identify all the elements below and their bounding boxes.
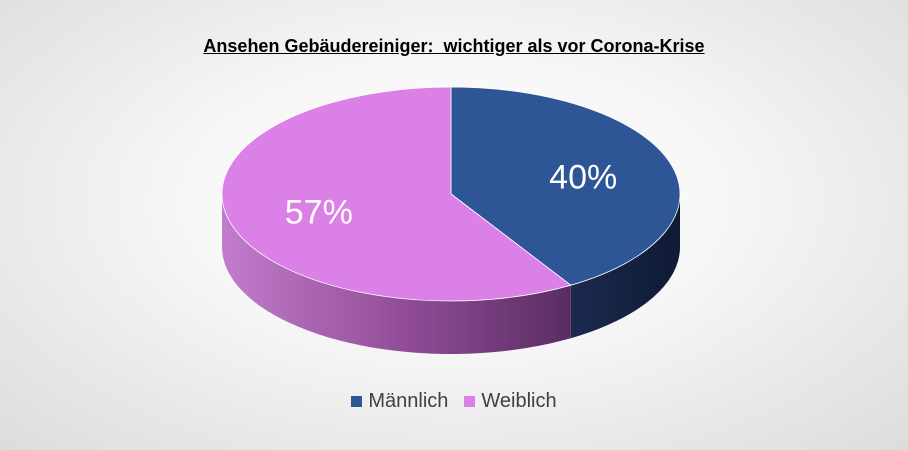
legend-item-weiblich: Weiblich (464, 390, 557, 413)
pie-slice-weiblich (221, 86, 572, 302)
pie-side-group (222, 194, 680, 354)
pie-top-group (221, 86, 681, 302)
legend-label-maennlich: Männlich (368, 390, 449, 412)
pie-slice-männlich (450, 86, 681, 286)
legend-swatch-maennlich (351, 396, 363, 407)
pie-side-weiblich (222, 194, 571, 354)
chart-title: Ansehen Gebäudereiniger: wichtiger als v… (203, 36, 705, 56)
data-label-weiblich: 57% (285, 194, 353, 232)
pie-side-männlich (570, 194, 680, 339)
pie-label-group: 40% 57% (285, 159, 617, 232)
legend-label-weiblich: Weiblich (481, 390, 557, 412)
legend-swatch-weiblich (464, 396, 476, 407)
legend-item-maennlich: Männlich (351, 390, 448, 413)
data-label-männlich: 40% (549, 159, 617, 197)
legend: Männlich Weiblich (0, 390, 908, 413)
